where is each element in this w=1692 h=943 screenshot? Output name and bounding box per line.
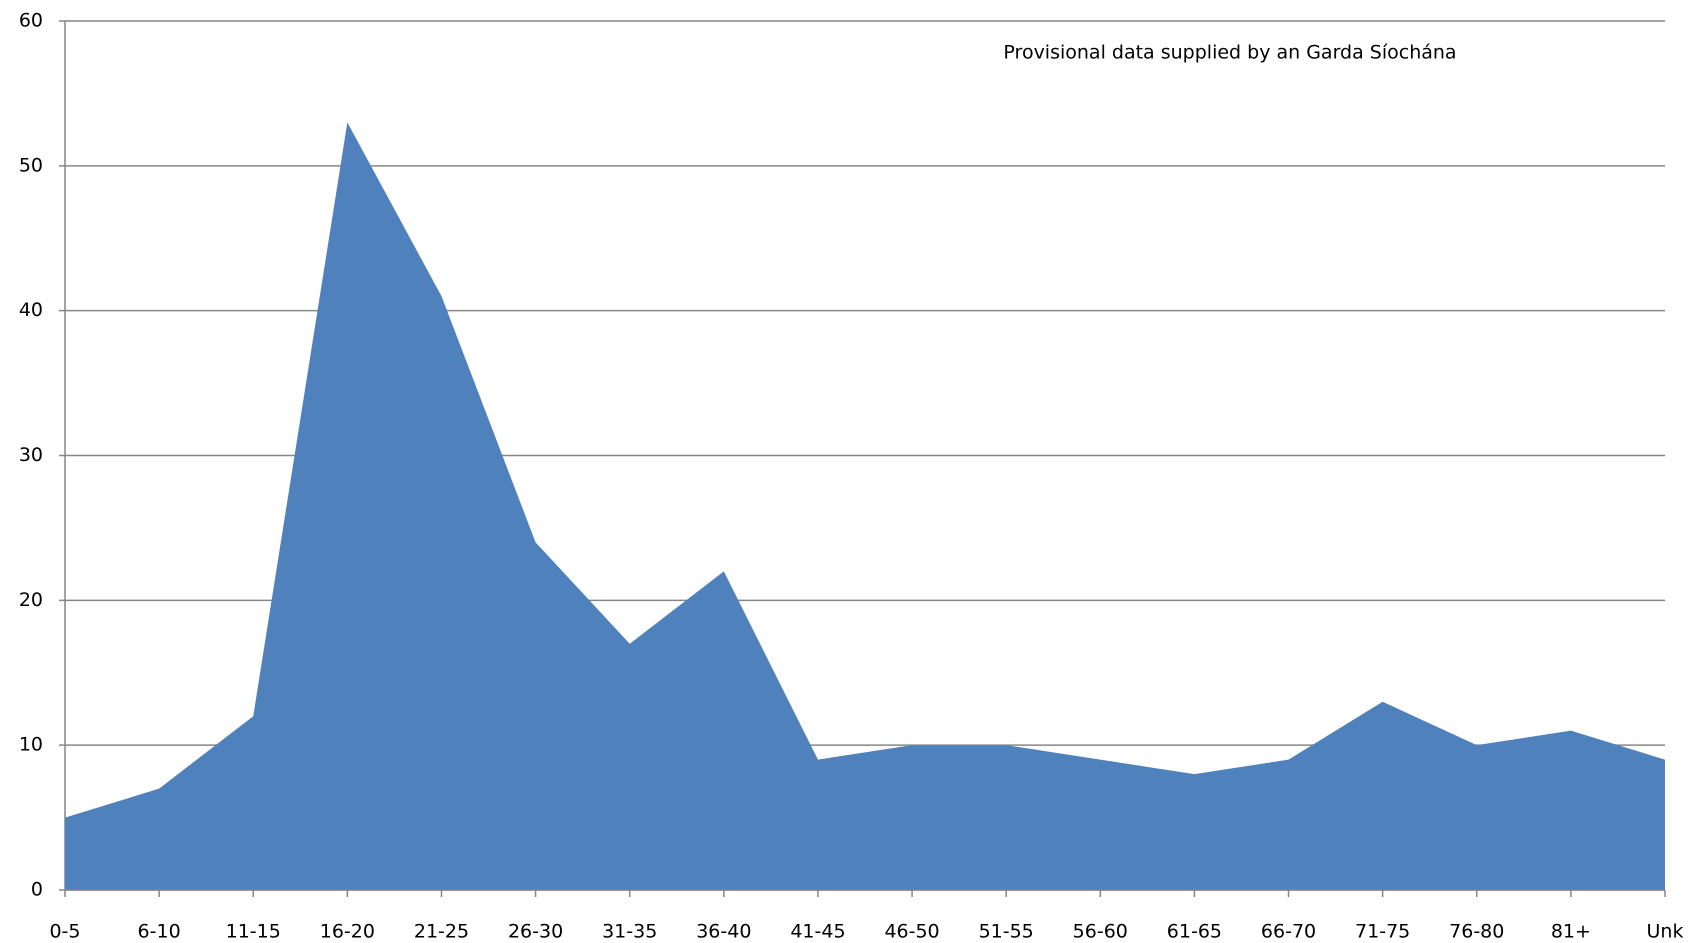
x-tick-label: 26-30 [508, 921, 563, 943]
y-tick-label: 60 [19, 10, 43, 32]
x-tick-label: 0-5 [49, 921, 80, 943]
x-tick-label: 21-25 [414, 921, 469, 943]
x-tick-label: 41-45 [790, 921, 845, 943]
x-tick-label: 46-50 [884, 921, 939, 943]
annotation: Provisional data supplied by an Garda Sí… [1003, 42, 1456, 64]
y-tick-label: 50 [19, 154, 43, 176]
x-tick-label: 51-55 [979, 921, 1034, 943]
y-tick-label: 30 [19, 444, 43, 466]
x-tick-label: 71-75 [1355, 921, 1410, 943]
area [65, 122, 1665, 891]
x-tick-label: 66-70 [1261, 921, 1316, 943]
y-tick-label: 0 [31, 879, 43, 901]
x-tick-label: 6-10 [138, 921, 181, 943]
x-tick-label: 36-40 [696, 921, 751, 943]
x-tick-label: 56-60 [1073, 921, 1128, 943]
x-tick-label: 31-35 [602, 921, 657, 943]
x-tick-label: Unk [1647, 921, 1684, 943]
x-tick-label: 16-20 [320, 921, 375, 943]
y-tick-label: 40 [19, 299, 43, 321]
x-tick-label: 76-80 [1449, 921, 1504, 943]
x-tick-label: 81+ [1551, 921, 1591, 943]
y-tick-label: 10 [19, 734, 43, 756]
x-tick-label: 61-65 [1167, 921, 1222, 943]
y-tick-label: 20 [19, 589, 43, 611]
x-tick-label: 11-15 [226, 921, 281, 943]
